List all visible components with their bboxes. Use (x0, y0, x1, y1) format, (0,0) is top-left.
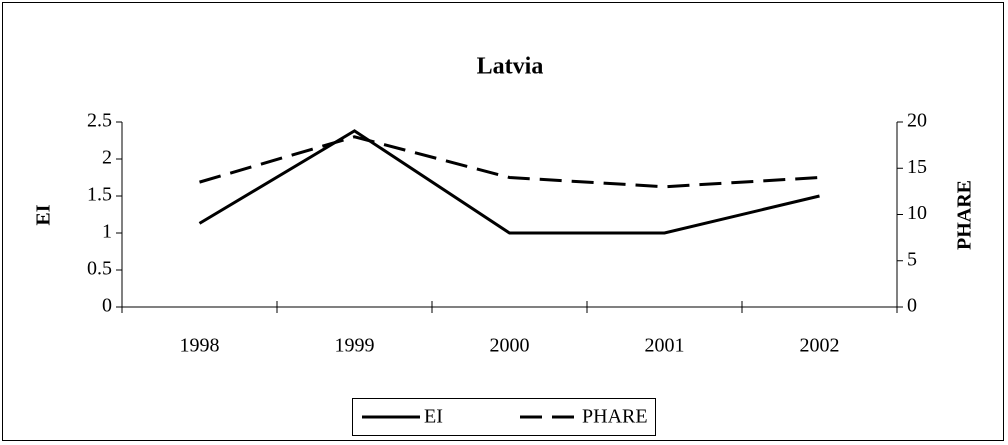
y2-tick-label: 5 (907, 248, 917, 270)
series-line (199, 135, 820, 189)
y2-axis-label: PHARE (954, 180, 976, 250)
x-tick-label: 2000 (490, 335, 530, 357)
y2-tick-label: 0 (907, 295, 917, 317)
x-tick-label: 2002 (800, 335, 840, 357)
x-tick-label: 1998 (180, 335, 220, 357)
legend-label: PHARE (582, 406, 648, 428)
y-tick-label: 1 (102, 221, 112, 243)
chart-title: Latvia (477, 54, 544, 80)
y2-tick-label: 20 (907, 110, 927, 132)
y-axis-label: EI (33, 204, 55, 225)
y2-tick-label: 10 (907, 202, 927, 224)
y-tick-label: 2.5 (87, 110, 112, 132)
legend-label: EI (424, 406, 443, 428)
series-line (198, 129, 820, 235)
y-tick-label: 1.5 (87, 184, 112, 206)
y-tick-label: 0 (102, 295, 112, 317)
x-tick-label: 2001 (645, 335, 685, 357)
y-tick-label: 0.5 (87, 258, 112, 280)
y2-tick-label: 15 (907, 156, 927, 178)
x-tick-label: 1999 (335, 335, 375, 357)
y-tick-label: 2 (102, 147, 112, 169)
